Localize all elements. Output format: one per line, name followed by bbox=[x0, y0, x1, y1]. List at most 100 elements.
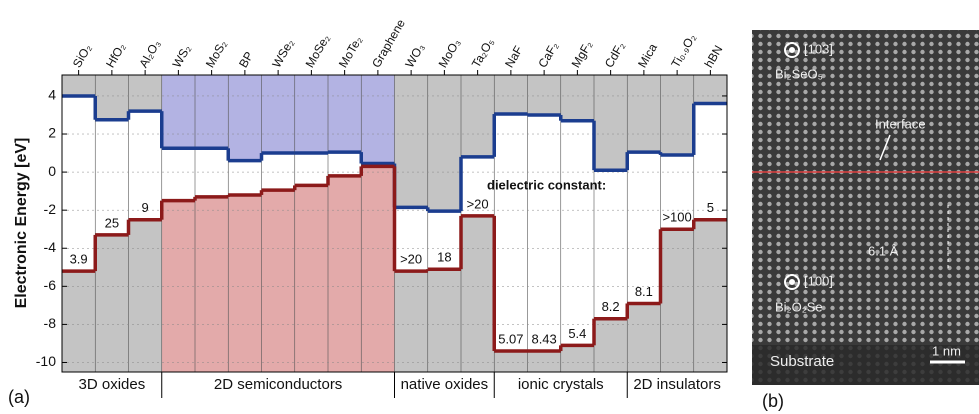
column-bg bbox=[62, 75, 95, 96]
column-bg bbox=[328, 176, 361, 372]
y-tick-label: 0 bbox=[48, 163, 56, 179]
x-tick-label: CdF₂ bbox=[602, 39, 628, 70]
column-bg bbox=[295, 75, 328, 153]
micrograph: [103] Bi₂SeO₅ Interface 6.1 Å [100] Bi₂O… bbox=[752, 30, 979, 385]
group-label: 2D insulators bbox=[633, 376, 721, 393]
figure: [103] Bi₂SeO₅ Interface 6.1 Å [100] Bi₂O… bbox=[0, 0, 979, 414]
column-bg bbox=[262, 190, 295, 372]
x-tick-label: Ti₀.₉O₂ bbox=[668, 31, 699, 70]
column-bg bbox=[428, 75, 461, 211]
x-tick-label: BP bbox=[236, 49, 256, 70]
x-tick-label: MoSe₂ bbox=[303, 32, 333, 70]
direction-label: [100] bbox=[804, 273, 833, 288]
column-bg bbox=[694, 220, 727, 372]
column-bg bbox=[528, 351, 561, 372]
x-tick-label: Al₂O₃ bbox=[136, 37, 163, 70]
column-bg bbox=[361, 166, 394, 372]
column-bg bbox=[627, 303, 660, 372]
column-bg bbox=[661, 75, 694, 155]
x-tick-label: Ta₂O₅ bbox=[469, 36, 497, 70]
x-tick-label: MgF₂ bbox=[569, 38, 596, 70]
column-bg bbox=[262, 75, 295, 153]
column-bg bbox=[561, 345, 594, 372]
group-label: 3D oxides bbox=[79, 376, 146, 393]
x-tick-label: MoS₂ bbox=[203, 37, 230, 70]
direction-label: [103] bbox=[804, 41, 833, 56]
panel-label: (a) bbox=[8, 387, 30, 407]
group-label: ionic crystals bbox=[518, 376, 604, 393]
dielectric-label: >20 bbox=[467, 196, 489, 211]
substrate-label: Substrate bbox=[770, 353, 834, 370]
column-bg bbox=[328, 75, 361, 152]
column-bg bbox=[428, 269, 461, 372]
spacing-label: 6.1 Å bbox=[868, 243, 899, 258]
dielectric-label: 8.43 bbox=[531, 331, 556, 346]
dielectric-label: >100 bbox=[662, 210, 691, 225]
dielectric-label: 5.4 bbox=[568, 326, 586, 341]
column-bg bbox=[228, 195, 261, 372]
material-label: Bi₂O₂Se bbox=[775, 299, 823, 314]
x-tick-label: WS₂ bbox=[170, 42, 194, 70]
y-tick-label: 2 bbox=[48, 125, 56, 141]
x-tick-label: Mica bbox=[635, 41, 660, 70]
plot: 4 2 0 -2 -4 -6 -8 -10 3.9 25 9 >20 18 >20 5.07 8.43 5.4 8… bbox=[36, 17, 727, 398]
column-bg bbox=[461, 216, 494, 372]
column-bg bbox=[494, 75, 527, 114]
column-bg bbox=[195, 197, 228, 372]
dielectric-label: >20 bbox=[400, 252, 422, 267]
dielectric-label: 8.2 bbox=[602, 299, 620, 314]
column-bg bbox=[627, 75, 660, 152]
x-tick-label: MoO₃ bbox=[436, 36, 464, 70]
x-tick-label: WSe₂ bbox=[269, 36, 297, 70]
micrograph-image bbox=[752, 30, 979, 385]
column-bg bbox=[395, 75, 428, 207]
column-bg bbox=[228, 75, 261, 161]
x-tick-label: MoTe₂ bbox=[336, 33, 365, 70]
column-bg bbox=[295, 185, 328, 372]
column-bg bbox=[162, 75, 195, 148]
y-tick-label: -10 bbox=[36, 353, 56, 369]
column-bg bbox=[661, 229, 694, 372]
dielectric-label: 25 bbox=[105, 215, 119, 230]
y-axis-label: Electronic Energy [eV] bbox=[13, 138, 30, 309]
column-bg bbox=[195, 75, 228, 148]
material-label: Bi₂SeO₅ bbox=[775, 66, 823, 81]
column-bg bbox=[461, 75, 494, 157]
dielectric-label: 8.1 bbox=[635, 284, 653, 299]
x-tick-label: CaF₂ bbox=[535, 39, 561, 70]
y-tick-label: -6 bbox=[44, 277, 57, 293]
column-bg bbox=[129, 75, 162, 111]
group-label: native oxides bbox=[401, 376, 489, 393]
y-tick-label: 4 bbox=[48, 87, 56, 103]
dielectric-label: 18 bbox=[437, 250, 451, 265]
y-tick-label: -2 bbox=[44, 201, 57, 217]
column-bg bbox=[494, 351, 527, 372]
zone-icon bbox=[789, 47, 795, 53]
column-bg bbox=[561, 75, 594, 121]
y-tick-label: -8 bbox=[44, 315, 57, 331]
x-tick-label: WO₃ bbox=[402, 41, 427, 70]
column-bg bbox=[95, 235, 128, 372]
column-bg bbox=[361, 75, 394, 164]
x-tick-label: NaF bbox=[502, 43, 525, 70]
zone-icon bbox=[789, 279, 795, 285]
column-bg bbox=[95, 75, 128, 120]
interface-label: Interface bbox=[875, 116, 926, 131]
group-label: 2D semiconductors bbox=[214, 376, 342, 393]
dielectric-label: 9 bbox=[142, 200, 149, 215]
column-bg bbox=[528, 75, 561, 115]
scale-bar-label: 1 nm bbox=[932, 343, 961, 358]
dielectric-label: 5 bbox=[707, 200, 714, 215]
x-tick-label: HfO₂ bbox=[103, 40, 128, 70]
dielectric-label: 3.9 bbox=[70, 252, 88, 267]
x-tick-label: SiO₂ bbox=[70, 41, 95, 70]
annotation: dielectric constant: bbox=[487, 177, 606, 192]
column-bg bbox=[594, 319, 627, 372]
x-tick-label: hBN bbox=[702, 43, 726, 70]
y-tick-label: -4 bbox=[44, 239, 57, 255]
column-bg bbox=[694, 75, 727, 104]
column-bg bbox=[129, 220, 162, 372]
column-bg bbox=[594, 75, 627, 170]
dielectric-label: 5.07 bbox=[498, 331, 523, 346]
panel-label: (b) bbox=[762, 391, 784, 411]
